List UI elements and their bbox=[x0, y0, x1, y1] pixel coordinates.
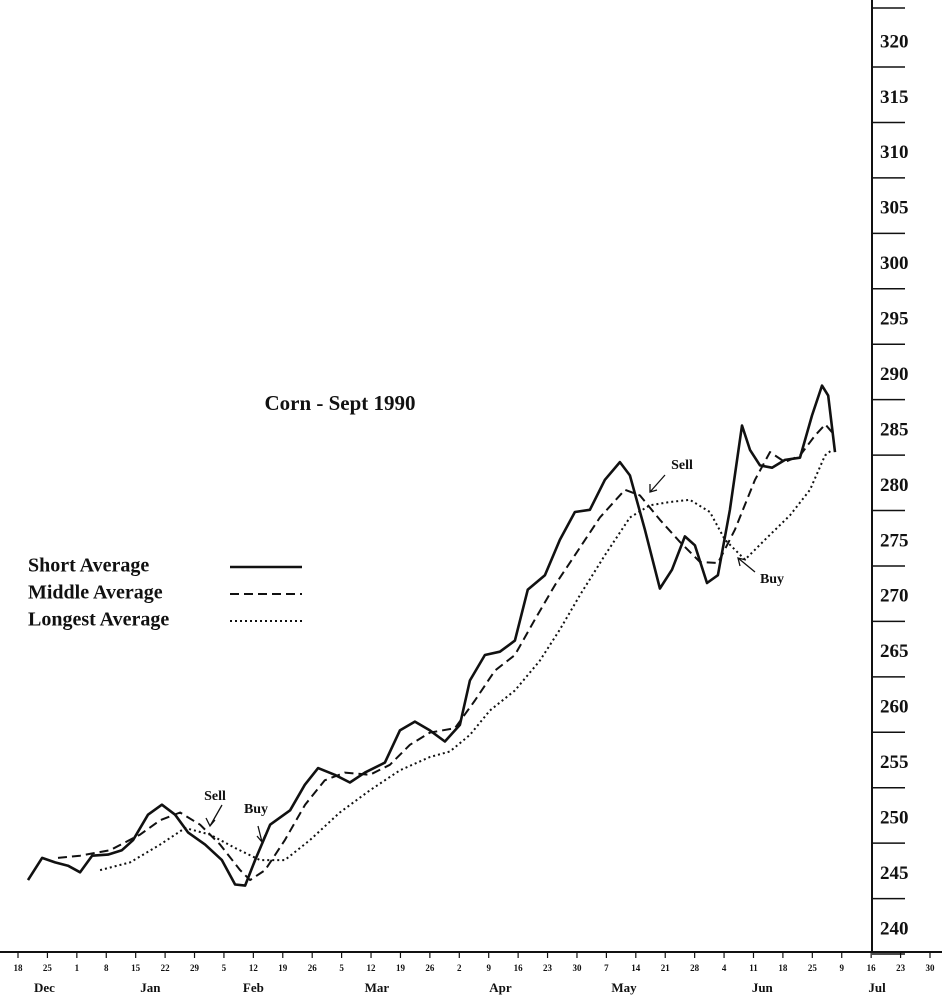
x-tick-label: 14 bbox=[631, 963, 641, 973]
x-tick-label: 15 bbox=[131, 963, 141, 973]
x-tick-label: 4 bbox=[722, 963, 727, 973]
month-label: Apr bbox=[489, 980, 512, 995]
month-label: Jul bbox=[868, 980, 886, 995]
x-tick-label: 30 bbox=[926, 963, 936, 973]
x-tick-label: 5 bbox=[339, 963, 344, 973]
arrow bbox=[737, 557, 756, 573]
x-tick-label: 28 bbox=[690, 963, 700, 973]
y-tick-label: 280 bbox=[880, 475, 909, 496]
arrow bbox=[649, 474, 666, 493]
x-tick-label: 11 bbox=[749, 963, 758, 973]
y-tick-label: 275 bbox=[880, 530, 909, 551]
y-tick-label: 300 bbox=[880, 253, 909, 274]
x-tick-label: 25 bbox=[43, 963, 53, 973]
x-tick-label: 23 bbox=[543, 963, 553, 973]
month-label: Feb bbox=[243, 980, 264, 995]
annotation: Buy bbox=[760, 572, 784, 587]
x-tick-label: 1 bbox=[75, 963, 80, 973]
y-tick-label: 270 bbox=[880, 586, 909, 607]
month-label: May bbox=[611, 980, 637, 995]
x-tick-label: 25 bbox=[808, 963, 818, 973]
legend-label: Short Average bbox=[28, 555, 149, 577]
y-tick-label: 255 bbox=[880, 752, 909, 773]
x-tick-label: 9 bbox=[486, 963, 491, 973]
x-tick-label: 19 bbox=[396, 963, 406, 973]
x-tick-label: 30 bbox=[572, 963, 582, 973]
annotation: Sell bbox=[671, 458, 693, 473]
x-tick-label: 18 bbox=[14, 963, 24, 973]
x-tick-label: 26 bbox=[308, 963, 318, 973]
x-tick-label: 2 bbox=[457, 963, 462, 973]
x-tick-label: 22 bbox=[161, 963, 171, 973]
x-tick-label: 16 bbox=[514, 963, 524, 973]
y-tick-label: 240 bbox=[880, 918, 909, 939]
x-tick-label: 18 bbox=[778, 963, 788, 973]
series-line bbox=[99, 449, 833, 872]
y-tick-label: 260 bbox=[880, 697, 909, 718]
series-line bbox=[26, 384, 837, 887]
month-label: Jun bbox=[752, 980, 774, 995]
x-tick-label: 23 bbox=[896, 963, 906, 973]
arrow bbox=[205, 804, 223, 828]
y-tick-label: 290 bbox=[880, 364, 909, 385]
series-line bbox=[57, 423, 833, 882]
y-tick-label: 265 bbox=[880, 641, 909, 662]
x-tick-label: 5 bbox=[222, 963, 227, 973]
month-label: Mar bbox=[365, 980, 390, 995]
y-tick-label: 245 bbox=[880, 863, 909, 884]
legend-label: Middle Average bbox=[28, 582, 163, 604]
x-tick-label: 7 bbox=[604, 963, 609, 973]
x-tick-label: 16 bbox=[867, 963, 877, 973]
annotation: Sell bbox=[204, 789, 226, 804]
x-tick-label: 12 bbox=[367, 963, 377, 973]
x-tick-label: 29 bbox=[190, 963, 200, 973]
x-tick-label: 12 bbox=[249, 963, 259, 973]
month-label: Jan bbox=[140, 980, 161, 995]
month-label: Dec bbox=[34, 980, 55, 995]
y-tick-label: 250 bbox=[880, 807, 909, 828]
chart-title: Corn - Sept 1990 bbox=[264, 391, 415, 415]
y-tick-label: 285 bbox=[880, 419, 909, 440]
legend-label: Longest Average bbox=[28, 609, 169, 631]
y-tick-label: 315 bbox=[880, 87, 909, 108]
annotation: Buy bbox=[244, 802, 268, 817]
x-tick-label: 8 bbox=[104, 963, 109, 973]
x-tick-label: 9 bbox=[839, 963, 844, 973]
y-tick-label: 295 bbox=[880, 309, 909, 330]
x-tick-label: 19 bbox=[278, 963, 288, 973]
y-tick-label: 320 bbox=[880, 31, 909, 52]
x-tick-label: 26 bbox=[425, 963, 435, 973]
y-tick-label: 310 bbox=[880, 142, 909, 163]
x-tick-label: 21 bbox=[661, 963, 671, 973]
y-tick-label: 305 bbox=[880, 198, 909, 219]
